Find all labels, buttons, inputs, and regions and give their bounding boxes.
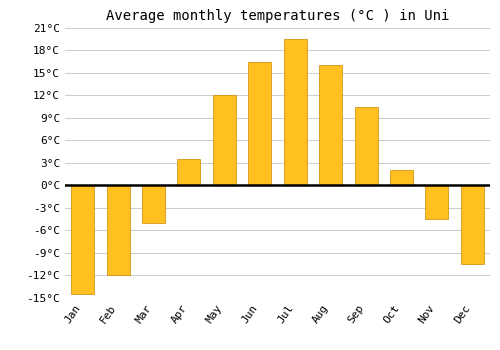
Bar (426, 185, 448, 219)
Bar (461, 185, 484, 264)
Bar (354, 107, 378, 185)
Bar (178, 159, 201, 185)
Bar (284, 39, 306, 185)
Bar (390, 170, 413, 185)
Title: Average monthly temperatures (°C ) in Uni: Average monthly temperatures (°C ) in Un… (106, 9, 449, 23)
Bar (213, 95, 236, 185)
Bar (106, 185, 130, 275)
Bar (319, 65, 342, 185)
Bar (71, 185, 94, 294)
Bar (248, 62, 272, 185)
Bar (142, 185, 165, 223)
